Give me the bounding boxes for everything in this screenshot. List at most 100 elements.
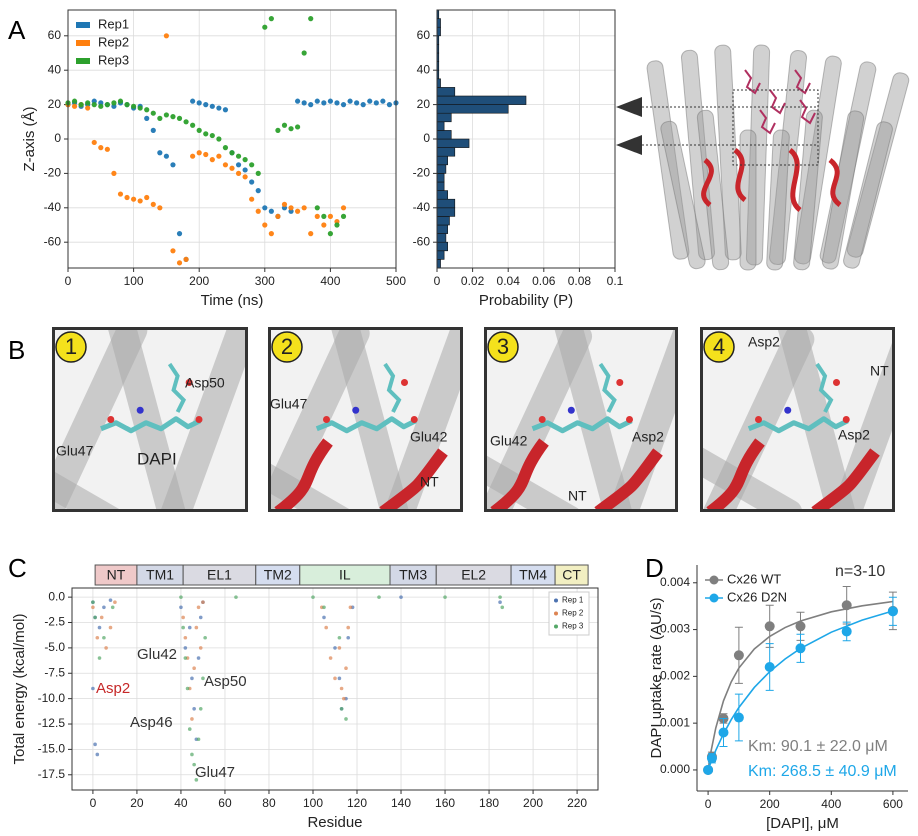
y-tick-label: -12.5 [38, 716, 66, 730]
helix-cylinder [326, 327, 411, 512]
x-tick-label: 300 [255, 274, 275, 288]
residue-label: NT [420, 474, 439, 490]
data-point [163, 112, 169, 118]
data-point [733, 650, 744, 661]
helix-cylinder [660, 120, 706, 270]
x-tick-label: 400 [320, 274, 340, 288]
data-point [196, 656, 201, 660]
y-tick-label: 60 [48, 28, 62, 42]
data-point [170, 248, 176, 254]
histogram-bar [436, 138, 470, 148]
histogram-bar [436, 198, 456, 209]
data-point [354, 100, 360, 106]
data-point [190, 153, 196, 159]
residue-label: NT [870, 363, 889, 379]
histogram-bar [436, 190, 448, 200]
data-point [308, 102, 314, 108]
histogram-bar [436, 78, 441, 88]
y-tick-label: 0 [423, 131, 430, 145]
data-point [91, 102, 97, 108]
legend-label: Cx26 D2N [727, 589, 787, 604]
data-point [196, 605, 201, 610]
red-helix [274, 438, 333, 512]
inset-number: 4 [713, 334, 725, 359]
data-point [209, 157, 215, 163]
histogram-bar [436, 207, 456, 217]
data-point [498, 600, 502, 605]
histogram-bar [436, 130, 452, 140]
data-point [222, 107, 229, 113]
data-point [179, 605, 183, 610]
histogram-bar [436, 164, 447, 174]
data-point [337, 676, 342, 681]
legend-label: Rep2 [98, 34, 129, 49]
helix-cylinder [843, 121, 893, 269]
data-point [91, 686, 95, 691]
helix-cylinder [646, 60, 690, 260]
plot-area [72, 588, 598, 790]
data-point [262, 205, 268, 211]
domain-label: TM1 [146, 567, 174, 583]
data-point [131, 196, 137, 202]
data-point [111, 100, 117, 106]
data-point [321, 100, 327, 106]
data-point [190, 122, 196, 128]
data-point [71, 103, 78, 109]
data-point [190, 752, 194, 757]
data-point [176, 231, 183, 237]
data-point [337, 646, 342, 650]
x-axis-label: Probability (P) [479, 292, 573, 309]
data-point [194, 778, 199, 782]
data-point [91, 600, 95, 605]
ligand-sticks [315, 416, 417, 434]
data-point [150, 201, 156, 207]
data-point [203, 151, 209, 158]
red-helix [733, 148, 747, 202]
helix-cylinder [377, 327, 463, 512]
data-point [183, 635, 188, 640]
x-tick-label: 80 [262, 796, 276, 810]
data-point [185, 686, 190, 691]
data-point [249, 179, 255, 185]
inset-number: 1 [65, 334, 77, 359]
atom [195, 416, 203, 423]
atom [784, 406, 792, 414]
legend-label: Rep 3 [562, 622, 584, 631]
data-point [321, 222, 327, 228]
y-axis-label: Z-axis (Å) [21, 107, 38, 172]
inset-image [484, 327, 678, 512]
data-point [71, 98, 78, 104]
data-point [190, 676, 194, 681]
ligand-sticks [759, 109, 776, 135]
ligand-sticks [167, 362, 187, 413]
atom [842, 416, 850, 423]
data-point [91, 139, 97, 146]
data-point [281, 122, 288, 128]
annotation: Glu42 [137, 646, 177, 663]
data-point [203, 131, 209, 137]
legend-swatch [709, 593, 719, 603]
data-point [144, 194, 150, 201]
inset-frame [700, 327, 895, 512]
legend-label: Rep1 [98, 16, 129, 31]
x-tick-label: 160 [435, 796, 455, 810]
atom [401, 379, 408, 386]
annotation: Asp50 [204, 673, 247, 690]
data-point [102, 605, 106, 610]
data-point [192, 706, 196, 711]
ligand-sticks [769, 89, 786, 115]
y-tick-label: 0.000 [660, 762, 690, 776]
data-point [327, 213, 333, 219]
y-tick-label: 0.0 [48, 589, 65, 603]
data-point [187, 727, 192, 731]
histogram-bar [436, 233, 447, 243]
x-tick-label: 60 [218, 796, 232, 810]
data-point [346, 635, 351, 640]
helix-cylinder [772, 327, 857, 512]
data-point [301, 205, 307, 211]
residue-label: Glu42 [490, 433, 528, 449]
x-axis-label: [DAPI], μM [766, 815, 839, 832]
histogram-bar [436, 259, 441, 269]
x-tick-label: 220 [567, 796, 587, 810]
